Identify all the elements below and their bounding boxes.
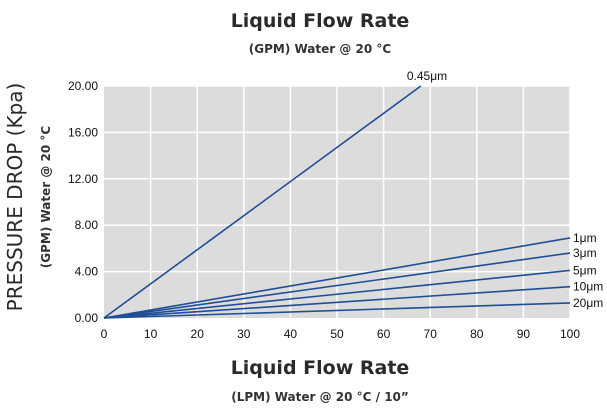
series-line (103, 252, 571, 319)
grid-lines (104, 85, 571, 318)
series-label: 3μm (573, 246, 597, 260)
series-label: 20μm (573, 296, 603, 310)
y-axis-subtitle: (GPM) Water @ 20 °C (39, 126, 53, 269)
x-tick-label: 60 (377, 327, 391, 341)
series-line (103, 237, 571, 319)
y-tick-label: 8.00 (75, 218, 99, 232)
y-tick-labels: 0.00 4.00 8.00 12.00 16.00 20.00 (68, 79, 98, 325)
series-line (103, 302, 571, 319)
series-lines (103, 85, 571, 319)
y-axis-title: PRESSURE DROP (Kpa) (3, 83, 27, 312)
x-axis-subtitle: (LPM) Water @ 20 °C / 10” (231, 390, 409, 404)
y-tick-label: 0.00 (75, 311, 99, 325)
series-line (103, 269, 571, 319)
series-label: 10μm (573, 280, 603, 294)
x-tick-label: 90 (517, 327, 531, 341)
x-tick-label: 80 (470, 327, 484, 341)
x-tick-label: 20 (191, 327, 205, 341)
chart-subtitle: (GPM) Water @ 20 °C (249, 42, 392, 56)
x-tick-label: 50 (330, 327, 344, 341)
series-label: 1μm (573, 231, 597, 245)
x-axis-title: Liquid Flow Rate (231, 357, 410, 379)
x-tick-labels: 0 10 20 30 40 50 60 70 80 90 100 (101, 327, 581, 341)
y-tick-label: 20.00 (68, 79, 98, 93)
x-tick-label: 30 (237, 327, 251, 341)
series-label: 0.45μm (407, 69, 447, 83)
x-tick-label: 100 (560, 327, 580, 341)
chart-title: Liquid Flow Rate (231, 10, 410, 32)
x-tick-label: 40 (284, 327, 298, 341)
series-line (103, 85, 422, 319)
x-tick-label: 0 (101, 327, 108, 341)
y-tick-label: 12.00 (68, 172, 98, 186)
series-line (103, 285, 571, 319)
x-tick-label: 10 (144, 327, 158, 341)
y-tick-label: 16.00 (68, 125, 98, 139)
x-tick-label: 70 (424, 327, 438, 341)
y-tick-label: 4.00 (75, 265, 99, 279)
series-label: 5μm (573, 263, 597, 277)
